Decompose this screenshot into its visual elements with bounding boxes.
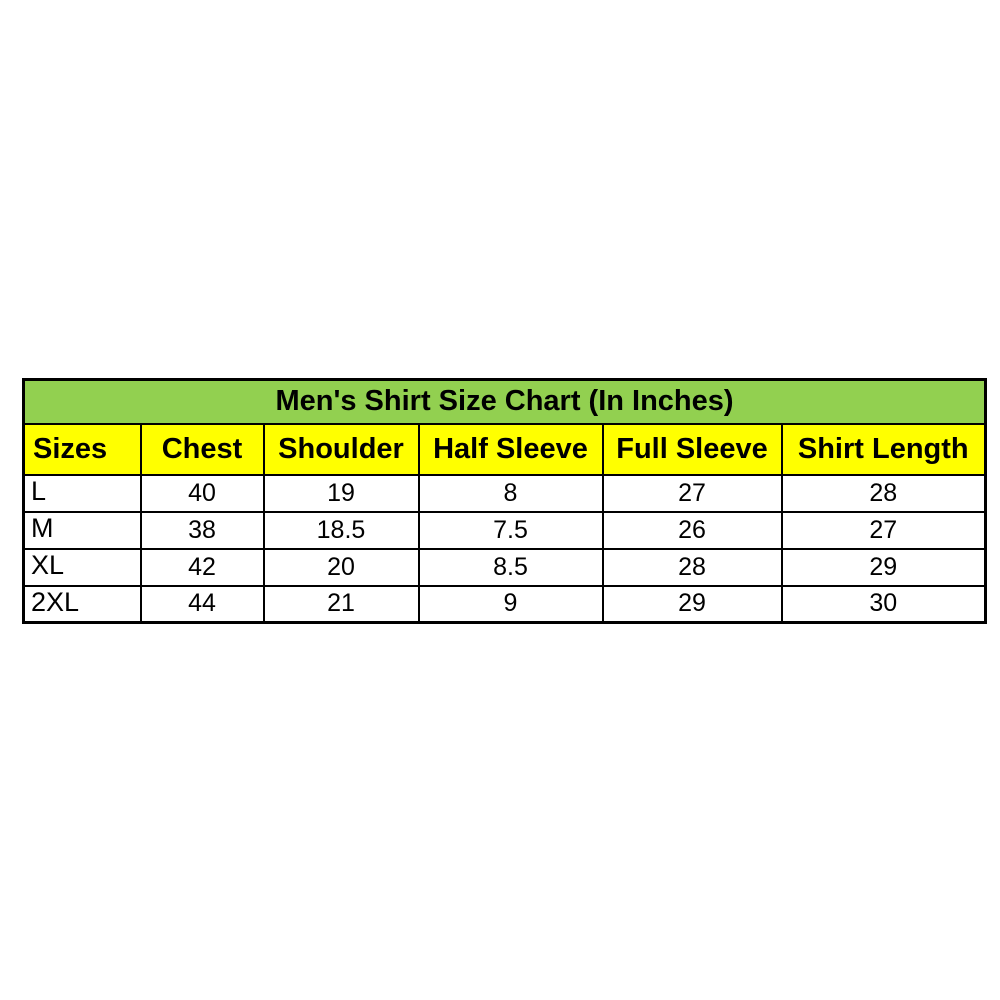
size-chart-table: Men's Shirt Size Chart (In Inches) Sizes… (22, 378, 988, 624)
column-header-full-sleeve: Full Sleeve (601, 422, 783, 476)
column-header-chest: Chest (139, 422, 265, 476)
column-header-shoulder: Shoulder (262, 422, 420, 476)
full-sleeve-value: 28 (601, 547, 783, 587)
chest-value: 42 (139, 547, 265, 587)
full-sleeve-value: 27 (601, 473, 783, 513)
shirt-length-value: 28 (780, 473, 987, 513)
table-row: XL 42 20 8.5 28 29 (22, 547, 987, 587)
table-title: Men's Shirt Size Chart (In Inches) (22, 378, 987, 425)
shirt-length-value: 30 (780, 584, 987, 624)
table-title-row: Men's Shirt Size Chart (In Inches) (22, 378, 987, 425)
size-label: M (22, 510, 142, 550)
shoulder-value: 21 (262, 584, 420, 624)
table-row: 2XL 44 21 9 29 30 (22, 584, 987, 624)
column-header-half-sleeve: Half Sleeve (417, 422, 604, 476)
chest-value: 38 (139, 510, 265, 550)
column-header-shirt-length: Shirt Length (780, 422, 987, 476)
shirt-length-value: 29 (780, 547, 987, 587)
half-sleeve-value: 8.5 (417, 547, 604, 587)
shoulder-value: 18.5 (262, 510, 420, 550)
shoulder-value: 19 (262, 473, 420, 513)
half-sleeve-value: 8 (417, 473, 604, 513)
size-label: XL (22, 547, 142, 587)
size-label: 2XL (22, 584, 142, 624)
half-sleeve-value: 7.5 (417, 510, 604, 550)
half-sleeve-value: 9 (417, 584, 604, 624)
full-sleeve-value: 29 (601, 584, 783, 624)
shirt-length-value: 27 (780, 510, 987, 550)
table-header-row: Sizes Chest Shoulder Half Sleeve Full Sl… (22, 422, 987, 476)
size-label: L (22, 473, 142, 513)
table-row: M 38 18.5 7.5 26 27 (22, 510, 987, 550)
table-row: L 40 19 8 27 28 (22, 473, 987, 513)
chest-value: 40 (139, 473, 265, 513)
column-header-sizes: Sizes (22, 422, 142, 476)
shoulder-value: 20 (262, 547, 420, 587)
full-sleeve-value: 26 (601, 510, 783, 550)
chest-value: 44 (139, 584, 265, 624)
